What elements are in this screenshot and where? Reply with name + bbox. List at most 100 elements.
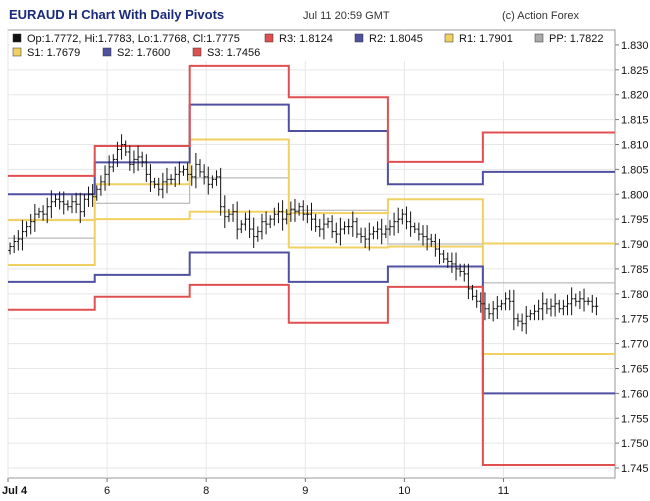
ohlc-bar [169, 174, 173, 185]
svg-text:S1: 1.7679: S1: 1.7679 [27, 47, 80, 59]
ohlc-bar [392, 212, 396, 236]
y-tick-label: 1.780 [621, 289, 649, 301]
ohlc-bar [367, 222, 372, 251]
pivot-lines [8, 64, 615, 467]
ohlc-bar [53, 194, 58, 207]
ohlc-bar [16, 230, 21, 251]
ohlc-bar [198, 159, 202, 178]
ohlc-bar [474, 289, 479, 308]
ohlc-bar [375, 221, 380, 240]
ohlc-bar [144, 154, 149, 183]
ohlc-bar [330, 215, 334, 239]
ohlc-bar [388, 220, 392, 236]
ohlc-bar [483, 292, 487, 321]
ohlc-bar [342, 221, 347, 235]
ohlc-bar [363, 227, 367, 249]
ohlc-bar [251, 217, 256, 249]
ohlc-bar [132, 150, 136, 174]
ohlc-bar [264, 211, 268, 235]
ohlc-bar [37, 207, 41, 219]
ohlc-bar [400, 208, 405, 225]
legend-item-pp: PP: 1.7822 [534, 33, 603, 45]
ohlc-bar [45, 197, 50, 224]
ohlc-bar [536, 299, 541, 321]
svg-text:R3: 1.8124: R3: 1.8124 [279, 33, 333, 45]
ohlc-bar [210, 175, 215, 189]
ohlc-bar [520, 313, 524, 332]
y-tick-label: 1.810 [621, 139, 649, 151]
ohlc-bar [470, 284, 475, 301]
ohlc-bar [272, 207, 277, 226]
ohlc-bar [433, 233, 438, 257]
ohlc-bar [573, 293, 578, 307]
ohlc-bar [214, 170, 219, 186]
ohlc-bar [28, 213, 33, 235]
y-tick-label: 1.750 [621, 438, 649, 450]
pivot-line-s1 [8, 210, 615, 356]
price-bars [8, 134, 599, 334]
ohlc-bar [90, 184, 95, 207]
ohlc-bar [346, 218, 351, 235]
y-tick-label: 1.820 [621, 90, 649, 102]
ohlc-bar [379, 218, 384, 245]
ohlc-bar [384, 225, 388, 239]
ohlc-bar [561, 299, 566, 316]
legend-item-r2: R2: 1.8045 [354, 33, 423, 45]
ohlc-bar [569, 287, 574, 316]
legend-item-s1: S1: 1.7679 [12, 47, 80, 59]
y-tick-label: 1.825 [621, 65, 649, 77]
ohlc-bar [57, 191, 62, 210]
ohlc-bar [231, 203, 235, 222]
ohlc-bar [553, 293, 557, 317]
ohlc-bar [119, 134, 124, 160]
ohlc-bar [301, 200, 306, 221]
ohlc-bar [181, 165, 186, 176]
ohlc-bar [326, 217, 330, 229]
ohlc-bar [491, 301, 495, 322]
ohlc-bar [33, 203, 37, 232]
ohlc-bar [218, 167, 223, 216]
svg-text:S2: 1.7600: S2: 1.7600 [117, 47, 170, 59]
ohlc-bar [487, 303, 491, 319]
chart-timestamp: Jul 11 20:59 GMT [303, 10, 390, 22]
ohlc-bar [441, 250, 446, 263]
y-tick-label: 1.815 [621, 115, 649, 127]
ohlc-bar [445, 252, 450, 268]
ohlc-bar [454, 252, 458, 281]
ohlc-bar [41, 205, 45, 221]
y-tick-label: 1.800 [621, 189, 649, 201]
ohlc-bar [462, 263, 467, 282]
ohlc-bar [289, 201, 293, 222]
x-tick-label: 10 [398, 485, 410, 497]
ohlc-bar [549, 298, 553, 317]
ohlc-bar [115, 141, 120, 168]
ohlc-bar [173, 166, 178, 188]
ohlc-bar [82, 194, 87, 217]
ohlc-bar [12, 235, 16, 254]
ohlc-bar [309, 202, 314, 231]
ohlc-bar [74, 192, 78, 214]
ohlc-bar [61, 191, 66, 215]
ohlc-bar [49, 190, 54, 219]
ohlc-bar [165, 167, 169, 194]
ohlc-bar [495, 296, 500, 319]
x-tick-label: 6 [104, 485, 110, 497]
ohlc-bar [466, 263, 471, 300]
ohlc-bar [532, 304, 537, 321]
ohlc-bar [94, 185, 99, 201]
pivot-line-r3 [8, 64, 615, 177]
ohlc-bar [140, 151, 145, 168]
ohlc-bar [528, 309, 533, 321]
x-tick-label: 9 [302, 485, 308, 497]
ohlc-bar [437, 238, 442, 265]
ohlc-bar [322, 213, 326, 240]
ohlc-bar [152, 177, 157, 189]
legend-item-r1: R1: 1.7901 [444, 33, 513, 45]
ohlc-bar [260, 213, 264, 240]
y-axis: 1.745 1.750 1.755 1.760 1.765 1.770 1.775 1.780… [615, 40, 649, 475]
ohlc-bar [99, 175, 103, 196]
ohlc-bar [582, 288, 586, 312]
y-tick-label: 1.770 [621, 339, 649, 351]
ohlc-bar [540, 292, 545, 321]
x-tick-label: Jul 4 [2, 485, 28, 497]
